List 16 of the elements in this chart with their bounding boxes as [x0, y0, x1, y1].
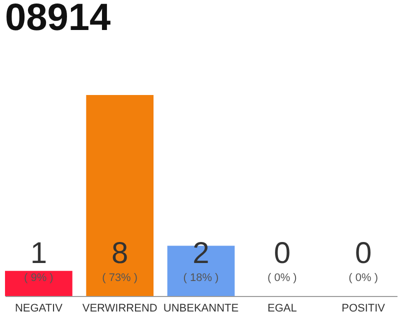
annotation: ( 9% ): [24, 272, 54, 284]
annotation: ( 0% ): [348, 272, 378, 284]
annotation: ( 0% ): [267, 272, 297, 284]
data-label: 2: [192, 237, 210, 270]
x-tick-label: VERWIRREND: [82, 302, 158, 314]
data-label: 8: [111, 237, 128, 270]
data-label: 0: [354, 237, 372, 270]
data-label: 1: [30, 237, 48, 270]
x-tick-label: NEGATIV: [14, 302, 64, 314]
x-tick-label: EGAL: [267, 302, 297, 314]
x-tick-label: POSITIV: [342, 302, 386, 314]
annotation: ( 73% ): [102, 272, 138, 284]
chart-title: 08914: [5, 0, 111, 39]
data-label: 0: [274, 237, 291, 270]
x-tick-label: UNBEKANNTE: [163, 302, 239, 314]
annotation: ( 18% ): [183, 272, 219, 284]
